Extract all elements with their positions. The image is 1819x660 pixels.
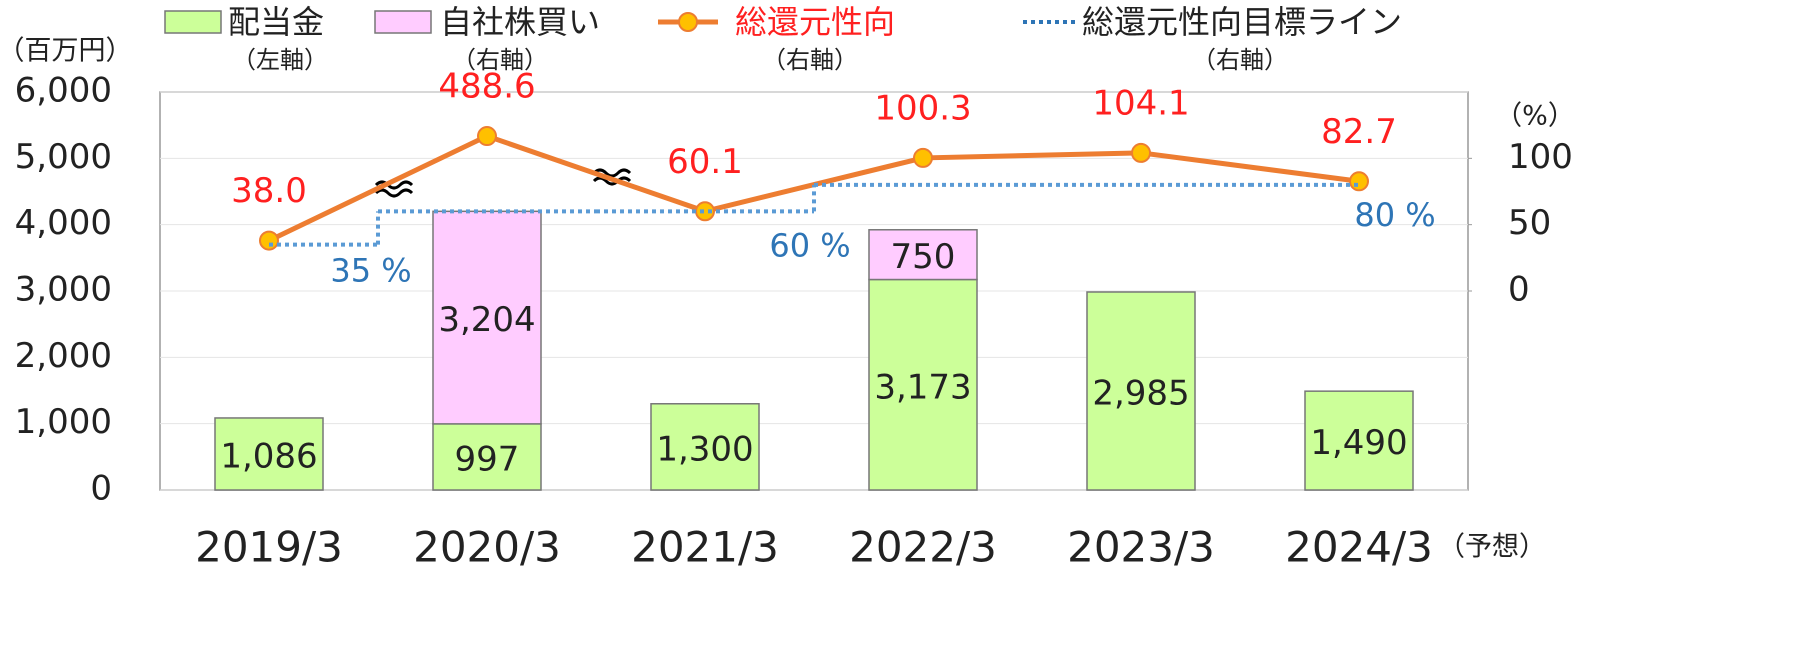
y2-tick-label: 50 — [1508, 203, 1551, 243]
bar — [1304, 390, 1414, 491]
bar — [650, 403, 760, 491]
marker — [259, 230, 279, 251]
data-label: 750 — [891, 237, 956, 277]
y-unit-label: （百万円） — [0, 36, 133, 67]
x-tick-label: 2024/3 — [1285, 523, 1433, 572]
bar — [214, 417, 324, 491]
legend-label: 自社株買い — [440, 3, 600, 41]
x-tick-label: 2019/3 — [195, 523, 343, 572]
data-label: 80 % — [1354, 196, 1435, 234]
y-tick-label: 1,000 — [15, 402, 112, 442]
bar — [1086, 291, 1196, 491]
data-label: 488.6 — [438, 67, 535, 107]
bar — [868, 229, 978, 281]
x-tick-label: 2021/3 — [631, 523, 779, 572]
data-label: 3,173 — [874, 367, 971, 407]
marker — [1349, 171, 1369, 192]
data-label: 82.7 — [1321, 112, 1397, 152]
legend-axis-label: （右軸） — [762, 46, 858, 74]
data-label: 104.1 — [1092, 83, 1189, 123]
data-label: 60 % — [769, 226, 850, 264]
legend-marker — [678, 12, 698, 32]
bar — [432, 423, 542, 491]
legend-swatch — [374, 10, 432, 34]
axis-break — [592, 168, 632, 186]
bar — [868, 278, 978, 491]
category-note: （予想） — [1438, 532, 1546, 563]
y-tick-label: 2,000 — [15, 336, 112, 376]
y-tick-label: 0 — [90, 469, 112, 509]
axis-break — [374, 180, 414, 198]
y-tick-label: 3,000 — [15, 270, 112, 310]
x-tick-label: 2020/3 — [413, 523, 561, 572]
x-tick-label: 2023/3 — [1067, 523, 1215, 572]
data-label: 997 — [455, 439, 520, 479]
y2-tick-label: 0 — [1508, 270, 1530, 310]
data-label: 3,204 — [438, 300, 535, 340]
data-label: 60.1 — [667, 142, 743, 182]
x-tick-label: 2022/3 — [849, 523, 997, 572]
legend-swatch — [164, 10, 222, 34]
data-label: 38.0 — [231, 171, 307, 211]
marker — [1131, 142, 1151, 163]
y-tick-label: 5,000 — [15, 137, 112, 177]
data-label: 35 % — [330, 252, 411, 290]
legend-axis-label: （左軸） — [232, 46, 328, 74]
y2-tick-label: 100 — [1508, 137, 1573, 177]
legend-label: 配当金 — [228, 3, 324, 41]
marker — [477, 126, 497, 147]
data-label: 1,086 — [220, 436, 317, 476]
bar — [432, 210, 542, 425]
legend-label: 総還元性向目標ライン — [1082, 3, 1402, 41]
data-label: 100.3 — [874, 88, 971, 128]
data-label: 2,985 — [1092, 373, 1189, 413]
marker — [913, 147, 933, 168]
legend-axis-label: （右軸） — [1192, 46, 1288, 74]
data-label: 1,300 — [656, 429, 753, 469]
y2-unit-label: （%） — [1495, 101, 1575, 132]
data-label: 1,490 — [1310, 423, 1407, 463]
y-tick-label: 6,000 — [15, 71, 112, 111]
legend-label: 総還元性向 — [735, 3, 895, 41]
y-tick-label: 4,000 — [15, 203, 112, 243]
legend-axis-label: （右軸） — [452, 46, 548, 74]
